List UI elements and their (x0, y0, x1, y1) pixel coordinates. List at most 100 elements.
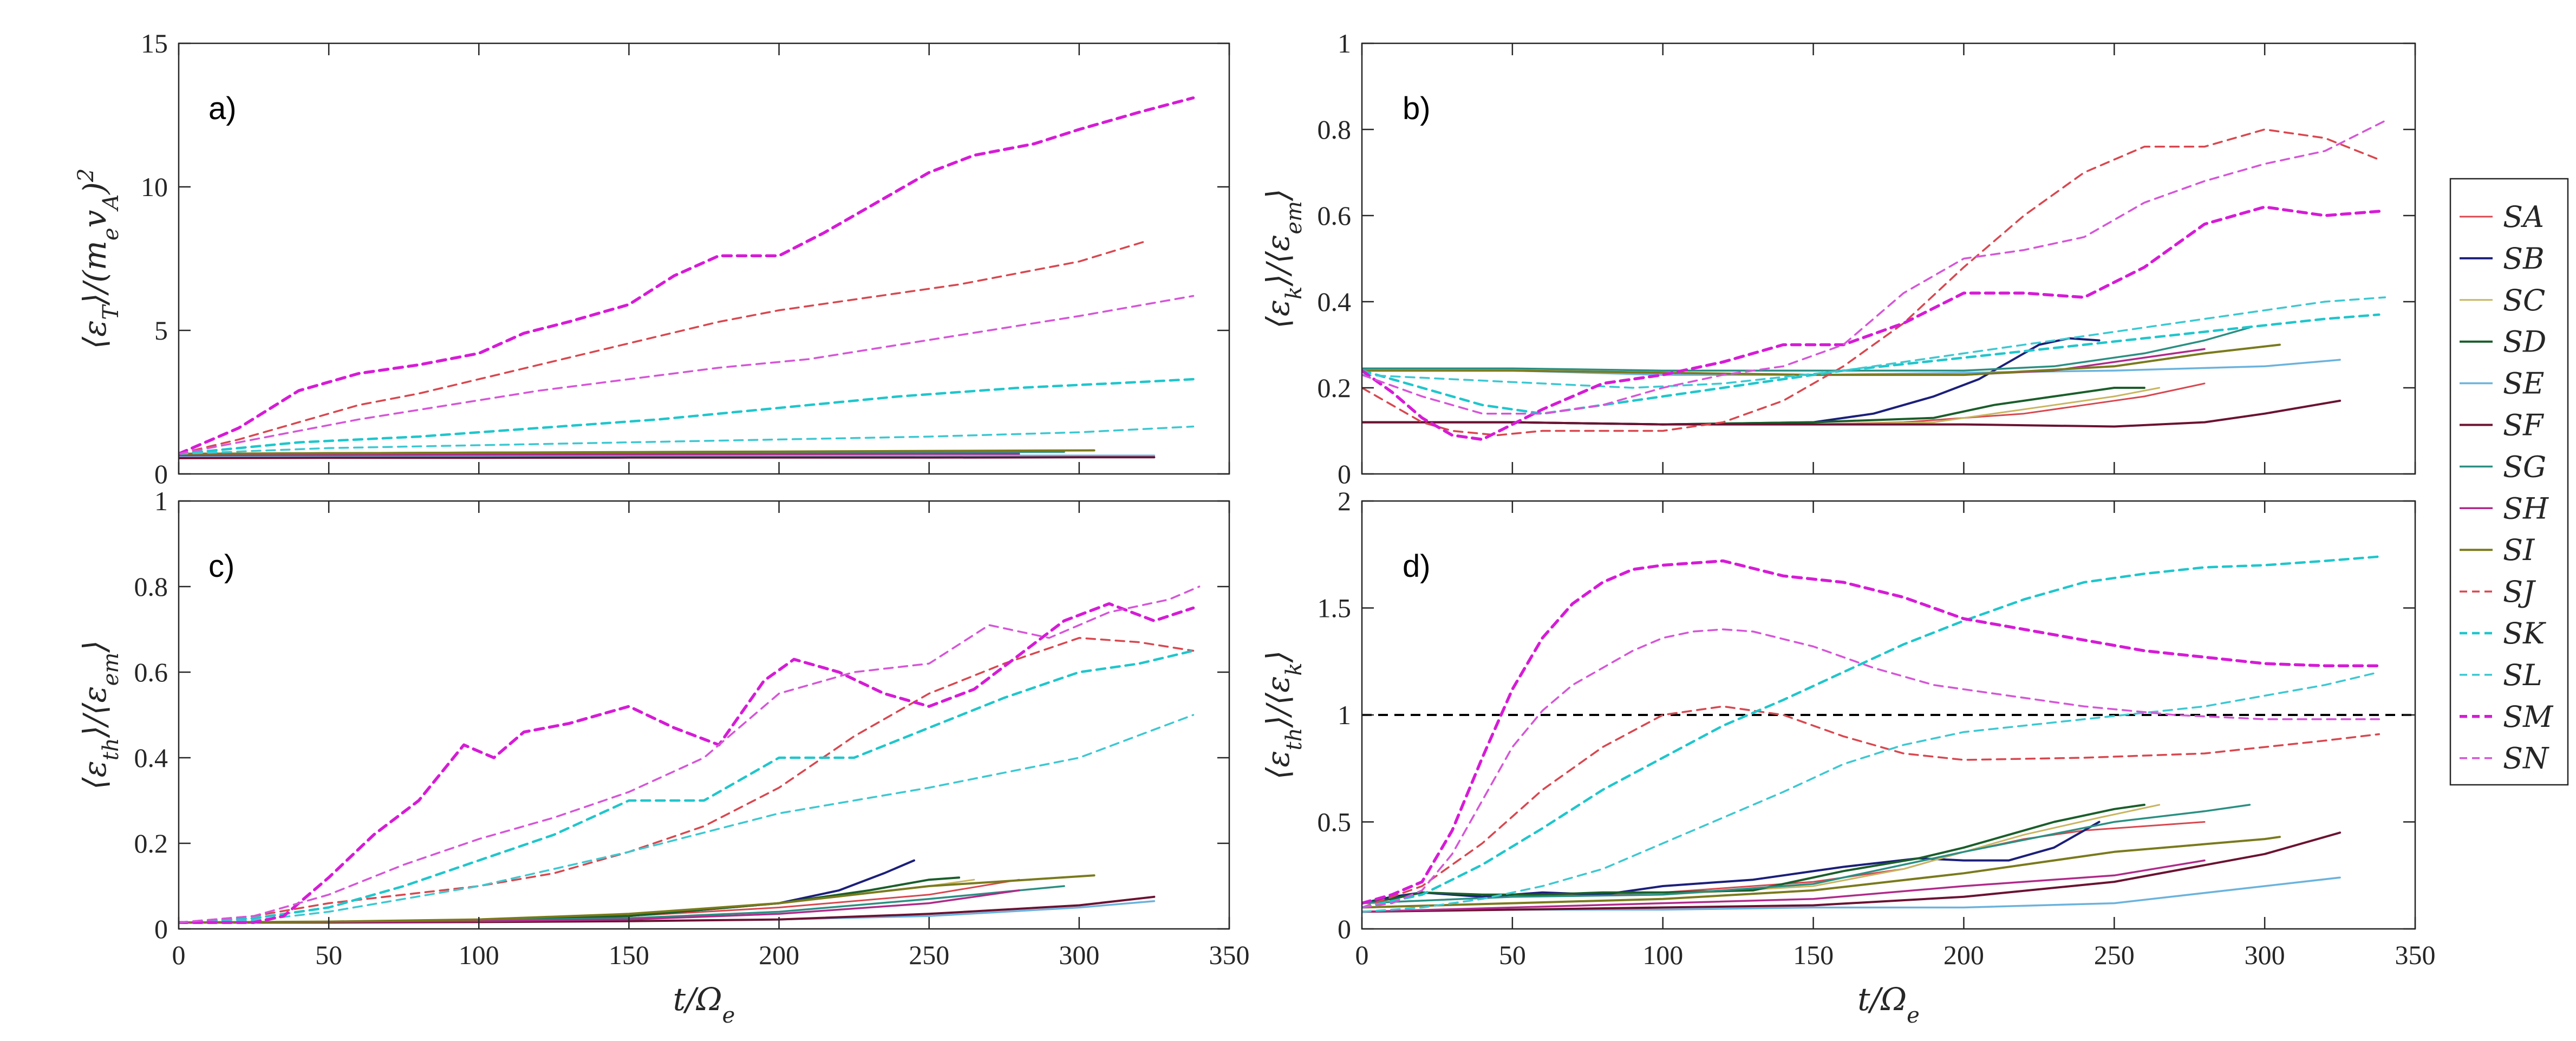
x-tick-label: 100 (459, 940, 499, 970)
series-SK (179, 378, 1195, 456)
legend-item-SL: SL (2460, 658, 2542, 692)
series-SH (179, 453, 1020, 457)
legend-label: SI (2503, 533, 2535, 567)
y-tick-label: 0 (154, 459, 168, 489)
y-axis-label: ⟨εth⟩/⟨εk⟩ (1260, 650, 1307, 779)
x-tick-label: 350 (1209, 940, 1250, 970)
x-tick-label: 150 (609, 940, 649, 970)
series-SG (1362, 804, 2251, 905)
y-tick-label: 0 (154, 914, 168, 944)
legend-item-SA: SA (2460, 200, 2544, 234)
series-SG (1362, 326, 2251, 372)
series-SF (1362, 831, 2342, 913)
series-group (1362, 555, 2381, 913)
series-SJ (179, 240, 1146, 455)
panel-label: a) (208, 91, 237, 126)
y-tick-label: 0.2 (134, 828, 168, 858)
series-SM (179, 96, 1195, 456)
y-tick-label: 0.4 (134, 743, 168, 773)
series-SN (179, 585, 1201, 923)
series-SD (1362, 803, 2145, 905)
series-SI (1362, 343, 2281, 376)
series-group (179, 96, 1195, 459)
y-tick-label: 0 (1338, 459, 1351, 489)
x-tick-label: 100 (1642, 940, 1683, 970)
y-tick-label: 0.6 (1318, 200, 1352, 231)
x-tick-label: 50 (1499, 940, 1526, 970)
legend-label: SG (2503, 450, 2546, 484)
legend-item-SI: SI (2460, 533, 2535, 567)
series-SK (179, 649, 1195, 924)
series-SN (179, 295, 1195, 455)
series-SH (1362, 859, 2206, 913)
legend-item-SB: SB (2460, 242, 2545, 276)
axes-frame (178, 500, 1230, 930)
y-tick-label: 5 (154, 315, 168, 346)
y-tick-label: 1 (1338, 28, 1351, 58)
series-SD (1362, 387, 2145, 426)
legend-item-SD: SD (2460, 325, 2546, 359)
series-SA (1362, 382, 2206, 426)
series-SL (179, 714, 1195, 923)
legend-label: SK (2503, 616, 2546, 650)
series-SF (1362, 399, 2342, 428)
legend-box (2449, 178, 2569, 786)
legend-item-SE: SE (2460, 367, 2544, 401)
series-SK (1362, 555, 2381, 909)
legend-label: SD (2503, 325, 2546, 359)
y-tick-label: 0.8 (1318, 114, 1352, 145)
legend-label: SA (2503, 200, 2544, 234)
legend-label: SJ (2503, 575, 2536, 609)
axes-frame (1361, 42, 2416, 475)
series-group (179, 585, 1201, 924)
panel-c: 0 0.2 0.4 0.6 0.8 1 0 50 100 150 200 250 300 350 c) ⟨εt… (76, 486, 1250, 1028)
panel-label: c) (208, 549, 234, 584)
legend-item-SM: SM (2460, 700, 2554, 734)
series-SI (1362, 836, 2281, 909)
panel-b: 0 0.2 0.4 0.6 0.8 1 b) ⟨εk⟩/⟨εem⟩ (1260, 28, 2416, 489)
legend-item-SC: SC (2460, 283, 2545, 317)
x-tick-label: 200 (1944, 940, 1984, 970)
legend-item-SN: SN (2460, 741, 2549, 776)
y-axis-label: ⟨εth⟩/⟨εem⟩ (76, 640, 123, 790)
x-tick-label: 250 (909, 940, 949, 970)
series-SM (179, 602, 1195, 924)
series-SC (1362, 387, 2161, 426)
x-axis-label: t/Ωe (673, 981, 735, 1028)
legend-label: SH (2503, 491, 2549, 525)
legend-label: SM (2503, 700, 2554, 734)
y-tick-label: 1 (1338, 700, 1351, 730)
legend-label: SN (2503, 741, 2549, 776)
series-SI (179, 449, 1095, 455)
x-tick-label: 50 (315, 940, 342, 970)
series-SK (1362, 313, 2381, 415)
y-tick-label: 0.6 (134, 657, 168, 687)
y-tick-label: 0 (1338, 914, 1351, 944)
x-tick-label: 350 (2395, 940, 2436, 970)
y-tick-label: 1 (154, 486, 168, 516)
legend-items: SA SB SC SD SE SF SG SH SI SJ SK SL SM SN (2460, 200, 2554, 776)
series-SL (1362, 671, 2381, 913)
y-tick-label: 0.5 (1318, 807, 1352, 837)
legend-label: SB (2503, 242, 2545, 276)
legend-item-SK: SK (2460, 616, 2546, 650)
y-tick-label: 2 (1338, 486, 1351, 516)
legend: SA SB SC SD SE SF SG SH SI SJ SK SL SM SN (2449, 178, 2569, 786)
x-tick-label: 150 (1793, 940, 1834, 970)
x-tick-label: 250 (2094, 940, 2135, 970)
series-SJ (1362, 128, 2381, 437)
legend-label: SE (2503, 367, 2544, 401)
series-SM (1362, 559, 2381, 905)
legend-item-SG: SG (2460, 450, 2546, 484)
x-tick-label: 0 (1355, 940, 1369, 970)
panel-d: 0 0.5 1 1.5 2 0 50 100 150 200 250 300 350 d) ⟨εth⟩/⟨ε… (1260, 486, 2436, 1028)
y-tick-label: 0.2 (1318, 373, 1352, 403)
x-tick-label: 0 (172, 940, 186, 970)
legend-item-SF: SF (2460, 408, 2545, 443)
axes-frame (178, 42, 1230, 475)
y-tick-label: 10 (141, 172, 168, 202)
series-SL (179, 425, 1195, 455)
series-SF (179, 456, 1156, 459)
y-tick-label: 15 (141, 28, 168, 58)
